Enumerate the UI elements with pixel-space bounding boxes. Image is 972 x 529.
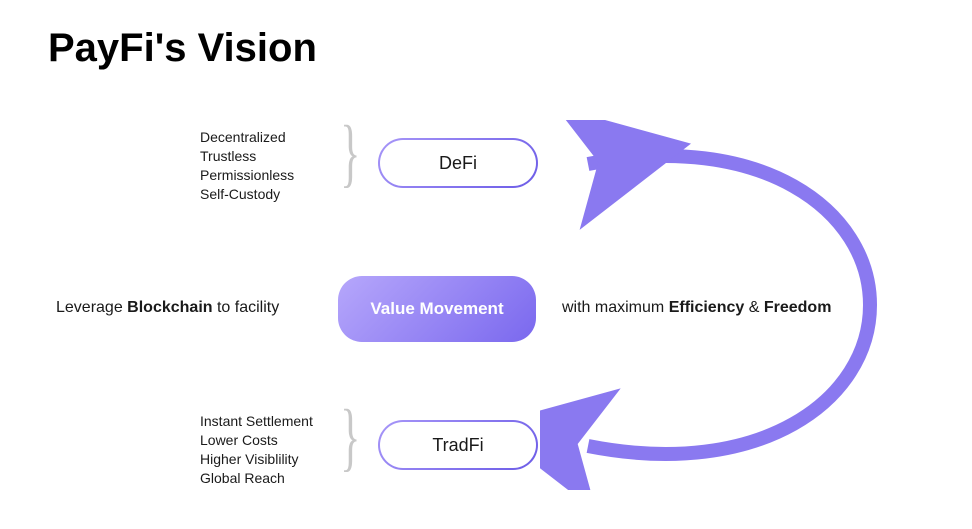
phrase-left-pre: Leverage <box>56 299 127 316</box>
defi-attr-item: Decentralized <box>200 128 294 147</box>
tradfi-attr-item: Higher Visiblility <box>200 450 313 469</box>
phrase-right: with maximum Efficiency & Freedom <box>562 299 831 317</box>
brace-icon: } <box>340 110 360 197</box>
brace-icon: } <box>340 394 360 481</box>
center-label: Value Movement <box>370 299 503 319</box>
page-title: PayFi's Vision <box>48 26 317 71</box>
value-movement-pill: Value Movement <box>338 276 536 342</box>
tradfi-attr-item: Lower Costs <box>200 431 313 450</box>
phrase-left-bold: Blockchain <box>127 299 212 316</box>
defi-attr-item: Permissionless <box>200 166 294 185</box>
phrase-right-mid: & <box>744 299 764 316</box>
defi-label: DeFi <box>439 153 477 174</box>
tradfi-attr-item: Instant Settlement <box>200 412 313 431</box>
phrase-left: Leverage Blockchain to facility <box>56 299 279 317</box>
defi-attr-item: Self-Custody <box>200 185 294 204</box>
phrase-right-bold1: Efficiency <box>669 299 745 316</box>
defi-attr-item: Trustless <box>200 147 294 166</box>
defi-attributes: Decentralized Trustless Permissionless S… <box>200 128 294 204</box>
phrase-right-bold2: Freedom <box>764 299 832 316</box>
tradfi-label: TradFi <box>432 435 483 456</box>
defi-pill: DeFi <box>378 138 538 188</box>
phrase-left-post: to facility <box>213 299 280 316</box>
phrase-right-pre: with maximum <box>562 299 669 316</box>
tradfi-attributes: Instant Settlement Lower Costs Higher Vi… <box>200 412 313 488</box>
tradfi-pill: TradFi <box>378 420 538 470</box>
tradfi-attr-item: Global Reach <box>200 469 313 488</box>
